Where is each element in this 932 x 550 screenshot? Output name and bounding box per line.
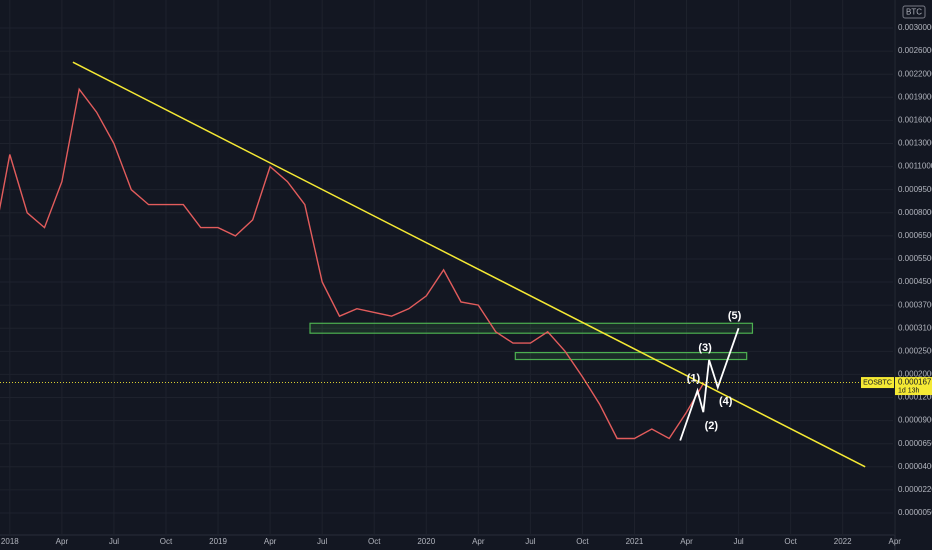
trend-line bbox=[72, 61, 866, 468]
x-tick-label: Jul bbox=[317, 537, 327, 546]
x-tick-label: Apr bbox=[680, 537, 693, 546]
wave-label: (4) bbox=[719, 395, 733, 407]
wave-path bbox=[679, 327, 740, 441]
x-tick-label: Apr bbox=[264, 537, 277, 546]
x-tick-label: Apr bbox=[472, 537, 485, 546]
wave-label: (2) bbox=[705, 420, 719, 432]
x-tick-label: Oct bbox=[576, 537, 589, 546]
price-badge bbox=[895, 377, 932, 396]
countdown-label: 1d 13h bbox=[898, 387, 920, 394]
x-tick-label: Jul bbox=[109, 537, 119, 546]
x-tick-label: 2022 bbox=[834, 537, 852, 546]
symbol-badge bbox=[861, 377, 894, 389]
x-tick-label: Jul bbox=[733, 537, 743, 546]
x-tick-label: 2021 bbox=[626, 537, 644, 546]
currency: BTC bbox=[906, 8, 922, 17]
x-tick-label: Oct bbox=[784, 537, 797, 546]
wave-label: (1) bbox=[687, 372, 701, 384]
currency-badge bbox=[902, 5, 926, 19]
x-tick-label: Jul bbox=[525, 537, 535, 546]
grid bbox=[0, 0, 896, 535]
x-tick-label: 2020 bbox=[417, 537, 435, 546]
wave-label: (3) bbox=[698, 342, 712, 354]
x-tick-label: Apr bbox=[889, 537, 902, 546]
x-tick-label: 2018 bbox=[1, 537, 19, 546]
symbol-label: EOSBTC bbox=[863, 379, 892, 386]
x-tick-label: Apr bbox=[56, 537, 69, 546]
x-tick-label: Oct bbox=[368, 537, 381, 546]
y-tick-label: 0.0000050 bbox=[898, 508, 932, 517]
x-tick-label: Oct bbox=[160, 537, 173, 546]
wave-label: (5) bbox=[728, 310, 742, 322]
zone bbox=[309, 322, 754, 334]
price-line bbox=[0, 87, 705, 440]
zone bbox=[514, 351, 748, 361]
y-tick-label: 0.0011000 bbox=[898, 162, 932, 171]
x-tick-label: 2019 bbox=[209, 537, 227, 546]
